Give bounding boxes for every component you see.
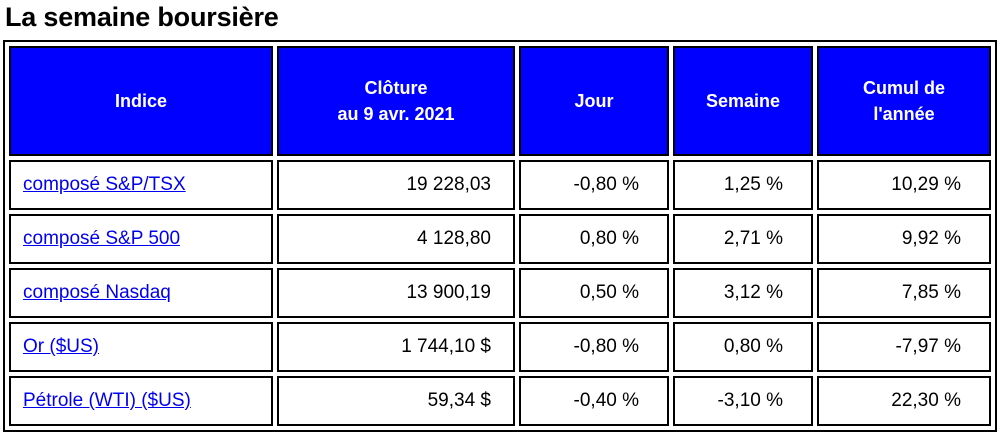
semaine-cell: 0,80 %: [673, 322, 813, 373]
cloture-cell: 1 744,10 $: [277, 322, 515, 373]
table-row: composé S&P/TSX 19 228,03 -0,80 % 1,25 %…: [9, 160, 991, 211]
column-header-jour: Jour: [519, 46, 669, 157]
cloture-cell: 59,34 $: [277, 376, 515, 427]
header-label: Jour: [574, 91, 614, 111]
table-row: composé Nasdaq 13 900,19 0,50 % 3,12 % 7…: [9, 268, 991, 319]
cloture-cell: 19 228,03: [277, 160, 515, 211]
cumul-cell: 22,30 %: [817, 376, 991, 427]
jour-cell: -0,80 %: [519, 160, 669, 211]
page-title: La semaine boursière: [5, 2, 279, 32]
semaine-cell: 2,71 %: [673, 214, 813, 265]
header-row: Indice Clôture au 9 avr. 2021 Jour Semai…: [9, 46, 991, 157]
table-row: Pétrole (WTI) ($US) 59,34 $ -0,40 % -3,1…: [9, 376, 991, 427]
index-link-sp500[interactable]: composé S&P 500: [23, 228, 181, 250]
indice-cell: Or ($US): [9, 322, 273, 373]
column-header-cloture: Clôture au 9 avr. 2021: [277, 46, 515, 157]
column-header-indice: Indice: [9, 46, 273, 157]
jour-cell: -0,40 %: [519, 376, 669, 427]
header-label: Indice: [114, 91, 167, 111]
semaine-cell: 1,25 %: [673, 160, 813, 211]
table-row: Or ($US) 1 744,10 $ -0,80 % 0,80 % -7,97…: [9, 322, 991, 373]
table-body: composé S&P/TSX 19 228,03 -0,80 % 1,25 %…: [9, 160, 991, 427]
column-header-cumul: Cumul de l'année: [817, 46, 991, 157]
jour-cell: 0,50 %: [519, 268, 669, 319]
cloture-cell: 13 900,19: [277, 268, 515, 319]
header-label-line1: Cumul de: [862, 77, 945, 98]
semaine-cell: -3,10 %: [673, 376, 813, 427]
header-label-line2: au 9 avr. 2021: [337, 104, 455, 125]
index-link-petrole[interactable]: Pétrole (WTI) ($US): [23, 390, 191, 412]
cumul-cell: 10,29 %: [817, 160, 991, 211]
header-label: Semaine: [705, 91, 781, 111]
indice-cell: composé S&P 500: [9, 214, 273, 265]
table-header: Indice Clôture au 9 avr. 2021 Jour Semai…: [9, 46, 991, 157]
cloture-cell: 4 128,80: [277, 214, 515, 265]
jour-cell: 0,80 %: [519, 214, 669, 265]
cumul-cell: 9,92 %: [817, 214, 991, 265]
indice-cell: composé S&P/TSX: [9, 160, 273, 211]
market-week-table: Indice Clôture au 9 avr. 2021 Jour Semai…: [3, 40, 997, 433]
cumul-cell: 7,85 %: [817, 268, 991, 319]
semaine-cell: 3,12 %: [673, 268, 813, 319]
indice-cell: Pétrole (WTI) ($US): [9, 376, 273, 427]
index-link-nasdaq[interactable]: composé Nasdaq: [23, 282, 171, 304]
indice-cell: composé Nasdaq: [9, 268, 273, 319]
jour-cell: -0,80 %: [519, 322, 669, 373]
header-label-line1: Clôture: [364, 77, 428, 98]
index-link-sptsx[interactable]: composé S&P/TSX: [23, 174, 186, 196]
cumul-cell: -7,97 %: [817, 322, 991, 373]
header-label-line2: l'année: [873, 104, 935, 125]
column-header-semaine: Semaine: [673, 46, 813, 157]
index-link-or[interactable]: Or ($US): [23, 336, 99, 358]
table-row: composé S&P 500 4 128,80 0,80 % 2,71 % 9…: [9, 214, 991, 265]
